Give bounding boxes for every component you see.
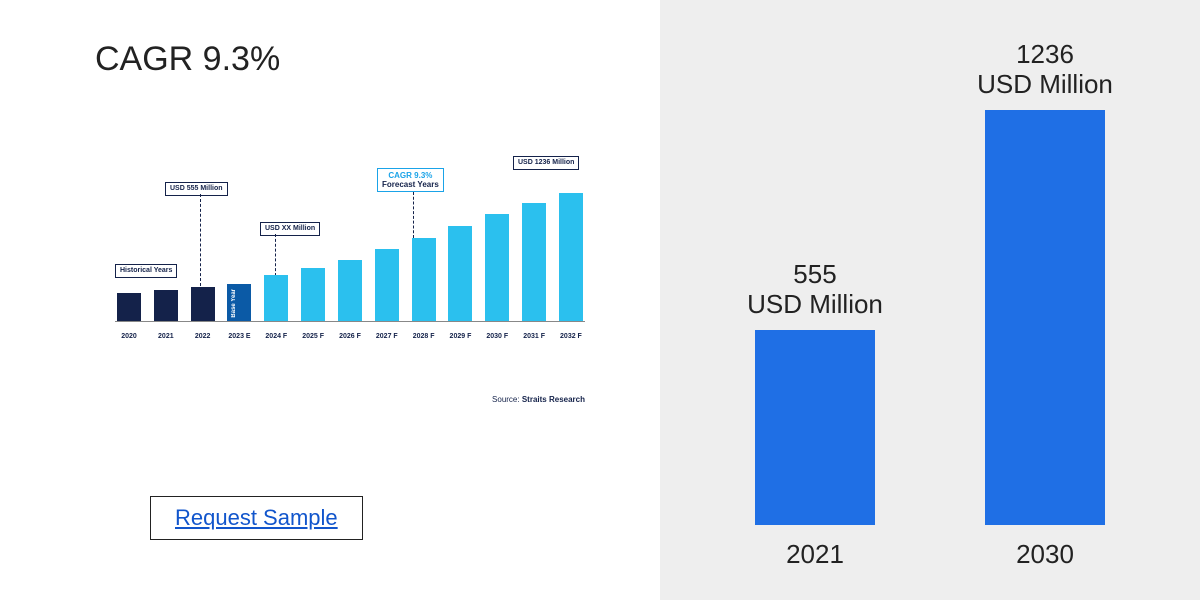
- mini-xlabel: 2029 F: [448, 333, 472, 340]
- mini-bar: [485, 214, 509, 321]
- big-bar: [985, 110, 1105, 525]
- mini-bar: [191, 287, 215, 321]
- mini-bars-row: [115, 172, 585, 322]
- mini-chart-plot: USD 1236 Million CAGR 9.3% Forecast Year…: [115, 160, 585, 340]
- mini-chart-source: Source: Straits Research: [492, 395, 585, 404]
- big-bars-row: 555USD Million1236USD Million: [700, 55, 1160, 525]
- mini-bar: [301, 268, 325, 321]
- mini-xlabel: 2028 F: [412, 333, 436, 340]
- mini-bar: [559, 193, 583, 321]
- mini-bar: [412, 238, 436, 321]
- mini-xlabel: 2023 E: [227, 333, 251, 340]
- comparison-bar-chart: 555USD Million1236USD Million 20212030: [700, 20, 1160, 570]
- callout-usd-1236: USD 1236 Million: [513, 156, 579, 170]
- mini-bar: [338, 260, 362, 321]
- cagr-title: CAGR 9.3%: [95, 40, 630, 79]
- mini-xlabel: 2031 F: [522, 333, 546, 340]
- source-label: Source:: [492, 395, 520, 404]
- big-bar-value-label: 1236USD Million: [977, 40, 1113, 100]
- left-panel: CAGR 9.3% USD 1236 Million CAGR 9.3% For…: [0, 0, 660, 600]
- mini-xlabel: 2027 F: [375, 333, 399, 340]
- mini-xlabel: 2020: [117, 333, 141, 340]
- big-bar: [755, 330, 875, 525]
- big-bar-value-label: 555USD Million: [747, 260, 883, 320]
- base-year-vertical-label: Base Year: [231, 289, 237, 318]
- mini-bar: [117, 293, 141, 321]
- mini-bar: [154, 290, 178, 321]
- mini-xlabel: 2025 F: [301, 333, 325, 340]
- big-xaxis-labels: 2021 2030: [700, 539, 1160, 570]
- mini-bar: [448, 226, 472, 321]
- source-value: Straits Research: [522, 395, 585, 404]
- big-xlabel: 2021: [725, 539, 905, 570]
- forecast-mini-chart: USD 1236 Million CAGR 9.3% Forecast Year…: [115, 160, 585, 390]
- big-bar-column: 1236USD Million: [955, 40, 1135, 525]
- mini-xlabel: 2030 F: [485, 333, 509, 340]
- big-bar-column: 555USD Million: [725, 260, 905, 525]
- big-xlabel: 2030: [955, 539, 1135, 570]
- mini-xlabel: 2026 F: [338, 333, 362, 340]
- mini-bar: [522, 203, 546, 321]
- mini-xlabel: 2032 F: [559, 333, 583, 340]
- mini-bar: [264, 275, 288, 321]
- mini-xlabel: 2022: [191, 333, 215, 340]
- mini-xlabel: 2024 F: [264, 333, 288, 340]
- mini-xaxis-labels: 2020 2021 2022 2023 E 2024 F 2025 F 2026 F 2027…: [115, 333, 585, 340]
- mini-bar: [375, 249, 399, 321]
- right-panel: 555USD Million1236USD Million 20212030: [660, 0, 1200, 600]
- mini-xlabel: 2021: [154, 333, 178, 340]
- request-sample-button[interactable]: Request Sample: [150, 496, 363, 540]
